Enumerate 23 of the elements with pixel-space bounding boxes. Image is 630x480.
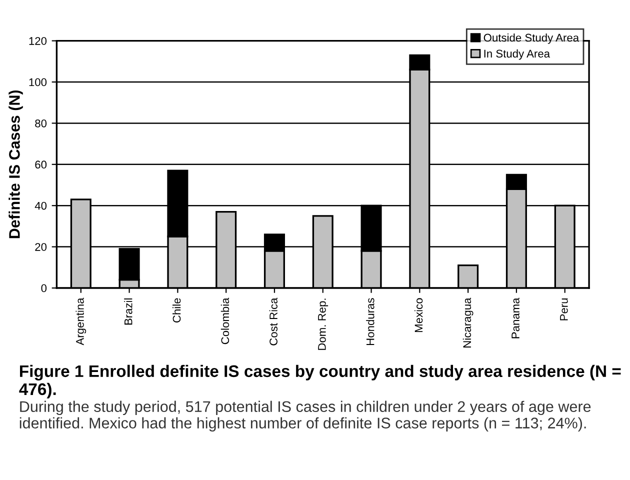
x-tick-label: Brazil — [124, 298, 132, 325]
x-tick-label: Argentina — [76, 298, 86, 346]
y-tick-label: 120 — [29, 37, 47, 45]
x-tick-label: Honduras — [366, 298, 374, 345]
x-tick-label: Dom. Rep. — [318, 298, 328, 350]
y-tick-label: 60 — [35, 160, 47, 169]
y-tick-label: 20 — [35, 243, 47, 251]
text: During the study period, 517 potential IS cases in children under 2 years of age were identified. Mexico had the highest number of definite IS case reports (n = 113; 24%). — [20, 400, 591, 432]
y-tick-label: 0 — [41, 284, 47, 292]
y-axis-title: Definite IS Cases (N) — [8, 90, 23, 238]
y-tick-label: 40 — [34, 202, 47, 210]
text: Figure 1 Enrolled definite IS cases by country and study area residence (N = 476). — [19, 364, 621, 398]
x-tick-label: Colombia — [220, 298, 230, 344]
x-tick-label: Nicaragua — [462, 298, 474, 348]
y-tick-label: 100 — [29, 78, 47, 86]
y-tick-label: 80 — [35, 119, 47, 128]
legend-label: Outside Study Area — [484, 33, 580, 44]
x-tick-label: Mexico — [414, 298, 423, 332]
x-tick-label: Peru — [560, 298, 568, 320]
x-tick-label: Chile — [172, 298, 181, 322]
legend-label: In Study Area — [484, 49, 550, 60]
x-tick-label: Cost Rica — [269, 298, 278, 346]
x-tick-label: Panama — [512, 298, 520, 338]
